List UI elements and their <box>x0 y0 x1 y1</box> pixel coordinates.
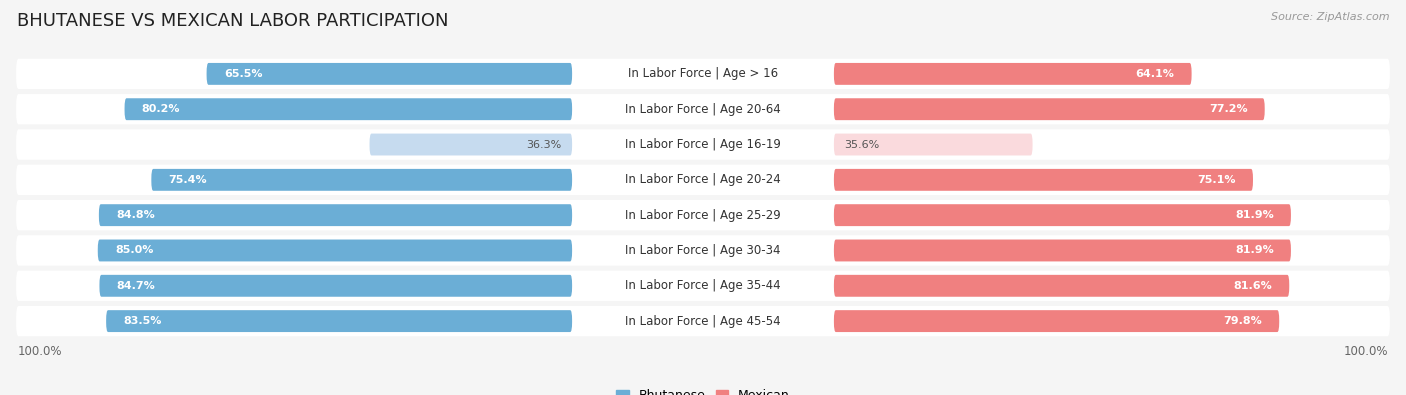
FancyBboxPatch shape <box>207 63 572 85</box>
Text: 81.9%: 81.9% <box>1234 245 1274 256</box>
FancyBboxPatch shape <box>575 241 831 260</box>
FancyBboxPatch shape <box>834 169 1253 191</box>
FancyBboxPatch shape <box>98 239 572 261</box>
Text: BHUTANESE VS MEXICAN LABOR PARTICIPATION: BHUTANESE VS MEXICAN LABOR PARTICIPATION <box>17 12 449 30</box>
FancyBboxPatch shape <box>15 165 1391 195</box>
Text: 64.1%: 64.1% <box>1136 69 1174 79</box>
FancyBboxPatch shape <box>575 312 831 331</box>
Text: In Labor Force | Age 16-19: In Labor Force | Age 16-19 <box>626 138 780 151</box>
Text: 81.6%: 81.6% <box>1233 281 1272 291</box>
FancyBboxPatch shape <box>575 206 831 225</box>
Text: 100.0%: 100.0% <box>17 345 62 358</box>
FancyBboxPatch shape <box>834 204 1291 226</box>
FancyBboxPatch shape <box>575 100 831 119</box>
Text: In Labor Force | Age 45-54: In Labor Force | Age 45-54 <box>626 314 780 327</box>
Text: 75.4%: 75.4% <box>169 175 207 185</box>
Text: In Labor Force | Age 20-24: In Labor Force | Age 20-24 <box>626 173 780 186</box>
FancyBboxPatch shape <box>15 271 1391 301</box>
FancyBboxPatch shape <box>125 98 572 120</box>
Text: In Labor Force | Age 20-64: In Labor Force | Age 20-64 <box>626 103 780 116</box>
Text: 65.5%: 65.5% <box>224 69 263 79</box>
Text: 80.2%: 80.2% <box>142 104 180 114</box>
FancyBboxPatch shape <box>98 204 572 226</box>
Text: In Labor Force | Age 30-34: In Labor Force | Age 30-34 <box>626 244 780 257</box>
Text: 77.2%: 77.2% <box>1209 104 1247 114</box>
Text: 83.5%: 83.5% <box>124 316 162 326</box>
Text: 36.3%: 36.3% <box>526 139 562 150</box>
FancyBboxPatch shape <box>575 135 831 154</box>
FancyBboxPatch shape <box>100 275 572 297</box>
FancyBboxPatch shape <box>834 239 1291 261</box>
Text: In Labor Force | Age > 16: In Labor Force | Age > 16 <box>628 68 778 81</box>
FancyBboxPatch shape <box>834 275 1289 297</box>
FancyBboxPatch shape <box>834 134 1032 156</box>
Text: Source: ZipAtlas.com: Source: ZipAtlas.com <box>1271 12 1389 22</box>
Text: In Labor Force | Age 25-29: In Labor Force | Age 25-29 <box>626 209 780 222</box>
FancyBboxPatch shape <box>834 98 1265 120</box>
Text: 100.0%: 100.0% <box>1344 345 1389 358</box>
Text: 79.8%: 79.8% <box>1223 316 1263 326</box>
FancyBboxPatch shape <box>370 134 572 156</box>
Text: In Labor Force | Age 35-44: In Labor Force | Age 35-44 <box>626 279 780 292</box>
FancyBboxPatch shape <box>152 169 572 191</box>
FancyBboxPatch shape <box>575 276 831 295</box>
Legend: Bhutanese, Mexican: Bhutanese, Mexican <box>612 384 794 395</box>
Text: 85.0%: 85.0% <box>115 245 153 256</box>
FancyBboxPatch shape <box>15 59 1391 89</box>
FancyBboxPatch shape <box>15 200 1391 230</box>
FancyBboxPatch shape <box>834 310 1279 332</box>
FancyBboxPatch shape <box>834 63 1192 85</box>
Text: 84.8%: 84.8% <box>117 210 155 220</box>
FancyBboxPatch shape <box>575 170 831 189</box>
Text: 35.6%: 35.6% <box>844 139 880 150</box>
Text: 75.1%: 75.1% <box>1198 175 1236 185</box>
FancyBboxPatch shape <box>15 129 1391 160</box>
FancyBboxPatch shape <box>575 64 831 83</box>
FancyBboxPatch shape <box>15 306 1391 336</box>
Text: 84.7%: 84.7% <box>117 281 156 291</box>
Text: 81.9%: 81.9% <box>1234 210 1274 220</box>
FancyBboxPatch shape <box>15 235 1391 266</box>
FancyBboxPatch shape <box>105 310 572 332</box>
FancyBboxPatch shape <box>15 94 1391 124</box>
